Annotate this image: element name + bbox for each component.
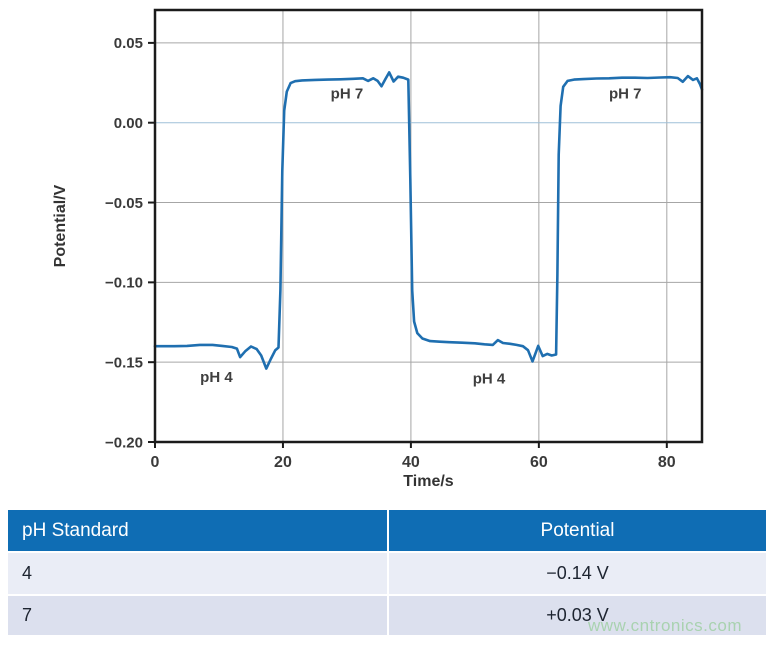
y-tick-label: 0.05: [114, 35, 143, 52]
plot-frame: [153, 8, 704, 444]
x-tick-label: 60: [530, 454, 548, 471]
table-header-potential: Potential: [387, 510, 766, 551]
ph-standard-table-wrap: pH Standard Potential 4 −0.14 V 7 +0.03 …: [8, 508, 766, 637]
x-tick-label: 20: [274, 454, 292, 471]
y-tick-label: −0.05: [105, 195, 143, 212]
cell-ph-7: 7: [8, 596, 387, 635]
cell-potential-ph4: −0.14 V: [387, 553, 766, 594]
x-tick-label: 80: [658, 454, 676, 471]
y-tick-label: 0.00: [114, 115, 143, 132]
table-header-row: pH Standard Potential: [8, 510, 766, 551]
annotation-label: pH 4: [473, 370, 506, 387]
series-line: [153, 71, 704, 370]
x-tick-label: 0: [151, 454, 160, 471]
table-header-ph-standard: pH Standard: [8, 510, 387, 551]
cell-ph-4: 4: [8, 553, 387, 594]
x-tick-label: 40: [402, 454, 420, 471]
y-tick-label: −0.15: [105, 354, 143, 371]
y-tick-label: −0.20: [105, 434, 143, 451]
annotation-label: pH 7: [609, 85, 642, 102]
annotation-label: pH 4: [200, 369, 233, 386]
ph-standard-table: pH Standard Potential 4 −0.14 V 7 +0.03 …: [8, 508, 766, 637]
y-axis-title: Potential/V: [52, 184, 69, 267]
table-row: 7 +0.03 V: [8, 596, 766, 635]
annotation-label: pH 7: [331, 85, 364, 102]
cell-potential-ph7: +0.03 V: [387, 596, 766, 635]
x-axis-title: Time/s: [403, 473, 454, 490]
table-row: 4 −0.14 V: [8, 553, 766, 594]
watermark-text: www.cntronics.com: [588, 616, 742, 635]
y-tick-label: −0.10: [105, 275, 143, 292]
potential-time-line-chart: 0 20 40 60 80 0.05 0.00 −0.05 −0.10 −0.15 −0.20 Tim…: [52, 8, 704, 490]
